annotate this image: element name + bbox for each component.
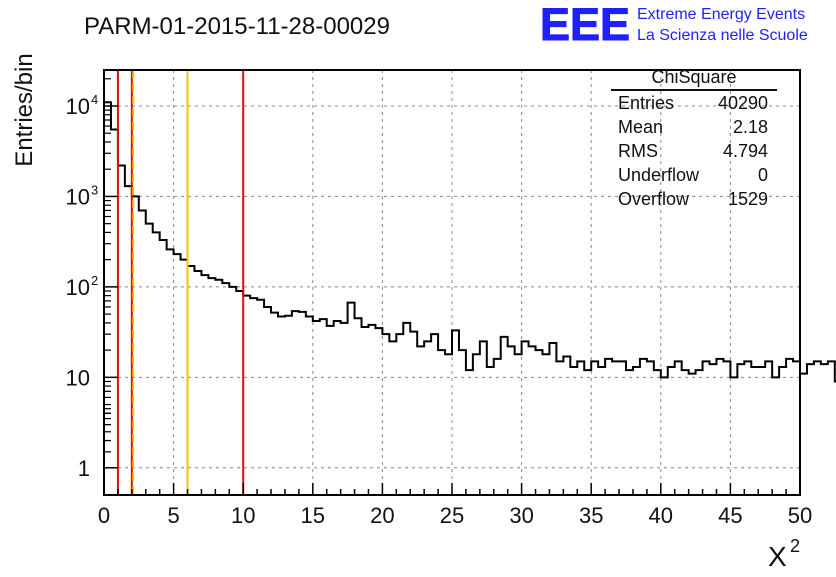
x-tick-label: 45 <box>718 503 742 528</box>
x-tick-label: 0 <box>98 503 110 528</box>
x-tick-label: 30 <box>509 503 533 528</box>
y-axis-label: Entries/bin <box>11 53 38 166</box>
chi-square-stats-box: ChiSquare Entries 40290 Mean 2.18 RMS 4.… <box>611 67 777 209</box>
grid-lines <box>104 70 800 495</box>
stats-label-entries: Entries <box>618 93 674 113</box>
stats-value-overflow: 1529 <box>728 189 768 209</box>
stats-title: ChiSquare <box>651 67 736 87</box>
stats-label-underflow: Underflow <box>618 165 700 185</box>
x-tick-label: 20 <box>370 503 394 528</box>
x-tick-label: 40 <box>649 503 673 528</box>
y-tick-label: 10 <box>66 365 90 390</box>
x-tick-label: 10 <box>231 503 255 528</box>
x-tick-label: 50 <box>788 503 812 528</box>
y-tick-label-exponent: 2 <box>91 273 98 288</box>
stats-label-rms: RMS <box>618 141 658 161</box>
x-axis-label: X <box>768 541 787 572</box>
y-tick-label: 10 <box>66 275 90 300</box>
y-tick-label: 10 <box>66 94 90 119</box>
stats-value-mean: 2.18 <box>733 117 768 137</box>
y-tick-label-exponent: 4 <box>91 92 98 107</box>
chart-title: PARM-01-2015-11-28-00029 <box>84 13 390 40</box>
eee-logo-line-1: Extreme Energy Events <box>637 6 805 23</box>
x-tick-label: 35 <box>579 503 603 528</box>
stats-value-entries: 40290 <box>718 93 768 113</box>
histogram-series <box>103 101 836 495</box>
stats-label-overflow: Overflow <box>618 189 690 209</box>
stats-label-mean: Mean <box>618 117 663 137</box>
eee-logo: EEE Extreme Energy Events La Scienza nel… <box>540 0 808 51</box>
x-tick-label: 25 <box>440 503 464 528</box>
x-tick-label: 15 <box>301 503 325 528</box>
y-tick-label: 1 <box>78 456 90 481</box>
y-tick-label-exponent: 3 <box>91 182 98 197</box>
histogram-step-line <box>103 101 836 495</box>
eee-logo-line-2: La Scienza nelle Scuole <box>637 27 808 44</box>
eee-logo-mark: EEE <box>540 0 630 50</box>
stats-value-underflow: 0 <box>758 165 768 185</box>
x-axis-title: X 2 <box>768 536 800 572</box>
stats-value-rms: 4.794 <box>723 141 768 161</box>
y-tick-label: 10 <box>66 184 90 209</box>
x-tick-label: 5 <box>167 503 179 528</box>
x-axis-label-superscript: 2 <box>790 536 800 556</box>
reference-lines <box>116 70 245 495</box>
